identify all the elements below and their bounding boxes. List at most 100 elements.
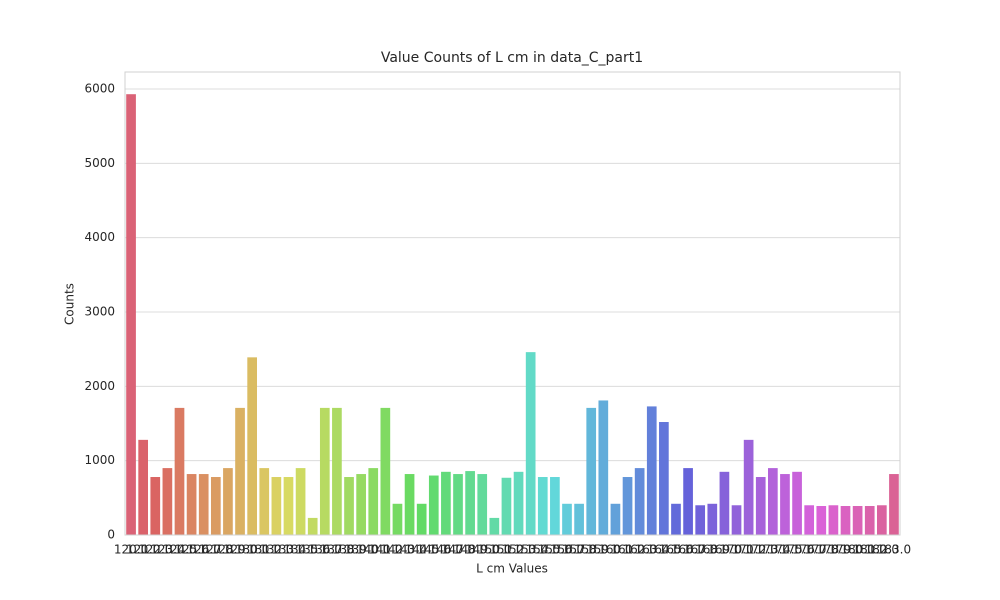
bar [562, 503, 572, 535]
bar [586, 407, 597, 535]
bar [525, 352, 536, 535]
bar [138, 439, 149, 535]
x-tick-label: 163.0 [635, 543, 669, 557]
bar [477, 474, 488, 535]
bar [852, 506, 863, 535]
x-tick-label: 136.0 [308, 543, 342, 557]
x-tick-label: 166.0 [671, 543, 705, 557]
x-tick-label: 142.0 [380, 543, 414, 557]
x-tick-label: 172.0 [744, 543, 778, 557]
x-tick-label: 153.0 [513, 543, 547, 557]
bar [428, 475, 439, 535]
x-tick-label: 179.0 [828, 543, 862, 557]
bar [295, 468, 306, 535]
bar [259, 468, 270, 535]
bar [659, 422, 669, 535]
bar [598, 400, 609, 535]
bar [840, 506, 851, 535]
bar [404, 474, 415, 535]
plot-frame [124, 71, 901, 536]
bar [707, 503, 718, 535]
y-tick-label: 5000 [84, 156, 115, 170]
bar [198, 474, 209, 535]
bar [550, 477, 560, 535]
bar [174, 407, 185, 535]
bar [864, 506, 875, 535]
x-tick-label: 123.0 [150, 543, 184, 557]
y-axis-label: Counts [63, 283, 77, 325]
bar [695, 505, 706, 535]
bar [792, 471, 802, 535]
x-tick-label: 135.0 [296, 543, 330, 557]
x-tick-label: 162.0 [622, 543, 656, 557]
bar [574, 503, 584, 535]
x-tick-label: 134.0 [283, 543, 317, 557]
y-tick-label: 1000 [84, 453, 115, 467]
bar [247, 357, 257, 535]
x-tick-label: 159.0 [586, 543, 620, 557]
x-tick-label: 125.0 [174, 543, 208, 557]
y-tick-label: 2000 [84, 379, 115, 393]
bar [513, 471, 524, 535]
x-tick-label: 148.0 [453, 543, 487, 557]
x-tick-label: 129.0 [223, 543, 257, 557]
bar [719, 471, 730, 535]
bar [816, 506, 827, 535]
bar [332, 407, 342, 535]
bar [392, 503, 403, 535]
bar [610, 503, 621, 535]
y-tick-label: 3000 [84, 305, 115, 319]
bar [186, 474, 197, 535]
bar [223, 468, 233, 535]
bar [646, 406, 657, 535]
bar [453, 474, 463, 535]
x-tick-label: 128.0 [211, 543, 245, 557]
x-tick-label: 144.0 [405, 543, 439, 557]
x-tick-label: 151.0 [489, 543, 523, 557]
bar [876, 505, 887, 535]
x-tick-label: 137.0 [320, 543, 354, 557]
chart-title: Value Counts of L cm in data_C_part1 [381, 50, 643, 66]
x-tick-label: 175.0 [780, 543, 814, 557]
bar [319, 407, 330, 535]
x-tick-label: 181.0 [853, 543, 887, 557]
x-tick-label: 124.0 [162, 543, 196, 557]
y-tick-label: 4000 [84, 230, 115, 244]
x-tick-label: 122.0 [138, 543, 172, 557]
bar [416, 503, 427, 535]
x-tick-label: 155.0 [538, 543, 572, 557]
x-tick-label: 164.0 [647, 543, 681, 557]
bar [380, 407, 391, 535]
x-tick-label: 176.0 [792, 543, 826, 557]
x-tick-label: 120.0 [114, 543, 148, 557]
bar [162, 468, 173, 535]
bar [731, 505, 742, 535]
x-tick-label: 141.0 [368, 543, 402, 557]
bar [804, 505, 815, 535]
y-tick-label: 6000 [84, 82, 115, 96]
x-tick-label: 168.0 [695, 543, 729, 557]
bar [235, 407, 245, 535]
x-tick-label: 150.0 [477, 543, 511, 557]
x-tick-label: 138.0 [332, 543, 366, 557]
x-tick-label: 121.0 [126, 543, 160, 557]
bar [634, 468, 645, 535]
x-tick-label: 131.0 [247, 543, 281, 557]
y-tick-label: 0 [107, 528, 115, 542]
x-tick-label: 167.0 [683, 543, 717, 557]
bar [537, 477, 548, 535]
x-tick-label: 156.0 [550, 543, 584, 557]
x-axis-label: L cm Values [476, 562, 548, 576]
bar [889, 474, 899, 535]
bar [441, 471, 451, 535]
bar [743, 439, 754, 535]
x-tick-label: 152.0 [501, 543, 535, 557]
x-tick-label: 180.0 [840, 543, 874, 557]
x-tick-label: 165.0 [659, 543, 693, 557]
bar [755, 477, 766, 535]
x-tick-label: 145.0 [417, 543, 451, 557]
x-tick-label: 130.0 [235, 543, 269, 557]
bar [828, 505, 839, 535]
bar [356, 474, 366, 535]
